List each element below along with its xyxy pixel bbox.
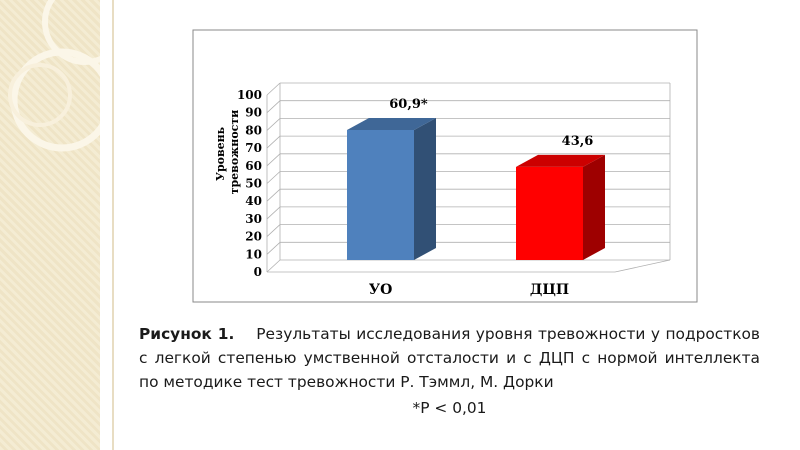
gridline-depth bbox=[266, 259, 281, 273]
gridline-depth bbox=[266, 188, 281, 202]
gridline-depth bbox=[266, 100, 281, 113]
gridline-depth bbox=[266, 135, 281, 149]
x-categories: УО ДЦП bbox=[369, 282, 569, 298]
caption-text: Результаты исследования уровня тревожнос… bbox=[139, 325, 760, 391]
caption-label: Рисунок 1. bbox=[139, 325, 235, 343]
bar-front bbox=[347, 130, 414, 260]
floor-edge-right bbox=[614, 259, 671, 273]
x-category-label: ДЦП bbox=[530, 282, 569, 298]
y-tick-label: 30 bbox=[245, 212, 262, 226]
y-tick-label: 10 bbox=[245, 247, 262, 261]
chart-frame bbox=[192, 29, 698, 303]
gridline-depth bbox=[266, 224, 281, 237]
decorative-sidebar bbox=[0, 0, 100, 450]
sidebar-divider bbox=[112, 0, 114, 450]
y-tick-label: 40 bbox=[245, 194, 262, 208]
data-label: 60,9* bbox=[389, 97, 428, 112]
y-tick-label: 70 bbox=[245, 141, 262, 155]
bar-side bbox=[414, 118, 436, 260]
y-tick-label: 50 bbox=[245, 177, 262, 191]
y-tick-label: 100 bbox=[237, 88, 262, 102]
gridline-depth bbox=[266, 242, 281, 255]
gridline-depth bbox=[266, 153, 281, 167]
bar-top bbox=[516, 154, 605, 167]
y-ticks: 0 10 20 30 40 50 60 70 80 90 100 bbox=[237, 88, 262, 279]
y-tick-label: 80 bbox=[245, 123, 262, 137]
x-category-label: УО bbox=[369, 282, 393, 298]
data-label: 43,6 bbox=[562, 134, 594, 149]
gridline-depth bbox=[266, 171, 281, 184]
gridline-depth bbox=[266, 82, 281, 96]
bar-top bbox=[347, 118, 436, 130]
y-tick-label: 20 bbox=[245, 230, 262, 244]
y-tick-label: 0 bbox=[254, 265, 262, 279]
y-axis-label: Уровень тревожности bbox=[214, 110, 241, 195]
bar-front bbox=[516, 166, 583, 260]
bars bbox=[347, 118, 605, 260]
y-tick-label: 90 bbox=[245, 106, 262, 120]
figure-caption: Рисунок 1. Результаты исследования уровн… bbox=[139, 322, 760, 394]
y-axis-label-line-2: тревожности bbox=[228, 110, 241, 195]
significance-note: *Р < 0,01 bbox=[412, 399, 487, 417]
bar-side bbox=[583, 154, 605, 260]
y-tick-label: 60 bbox=[245, 159, 262, 173]
gridline-depth bbox=[266, 206, 281, 220]
y-axis-label-line-1: Уровень bbox=[214, 126, 227, 181]
decorative-rings-icon bbox=[8, 0, 100, 152]
gridline-depth bbox=[266, 118, 281, 131]
data-labels: 60,9* 43,6 bbox=[389, 97, 593, 149]
